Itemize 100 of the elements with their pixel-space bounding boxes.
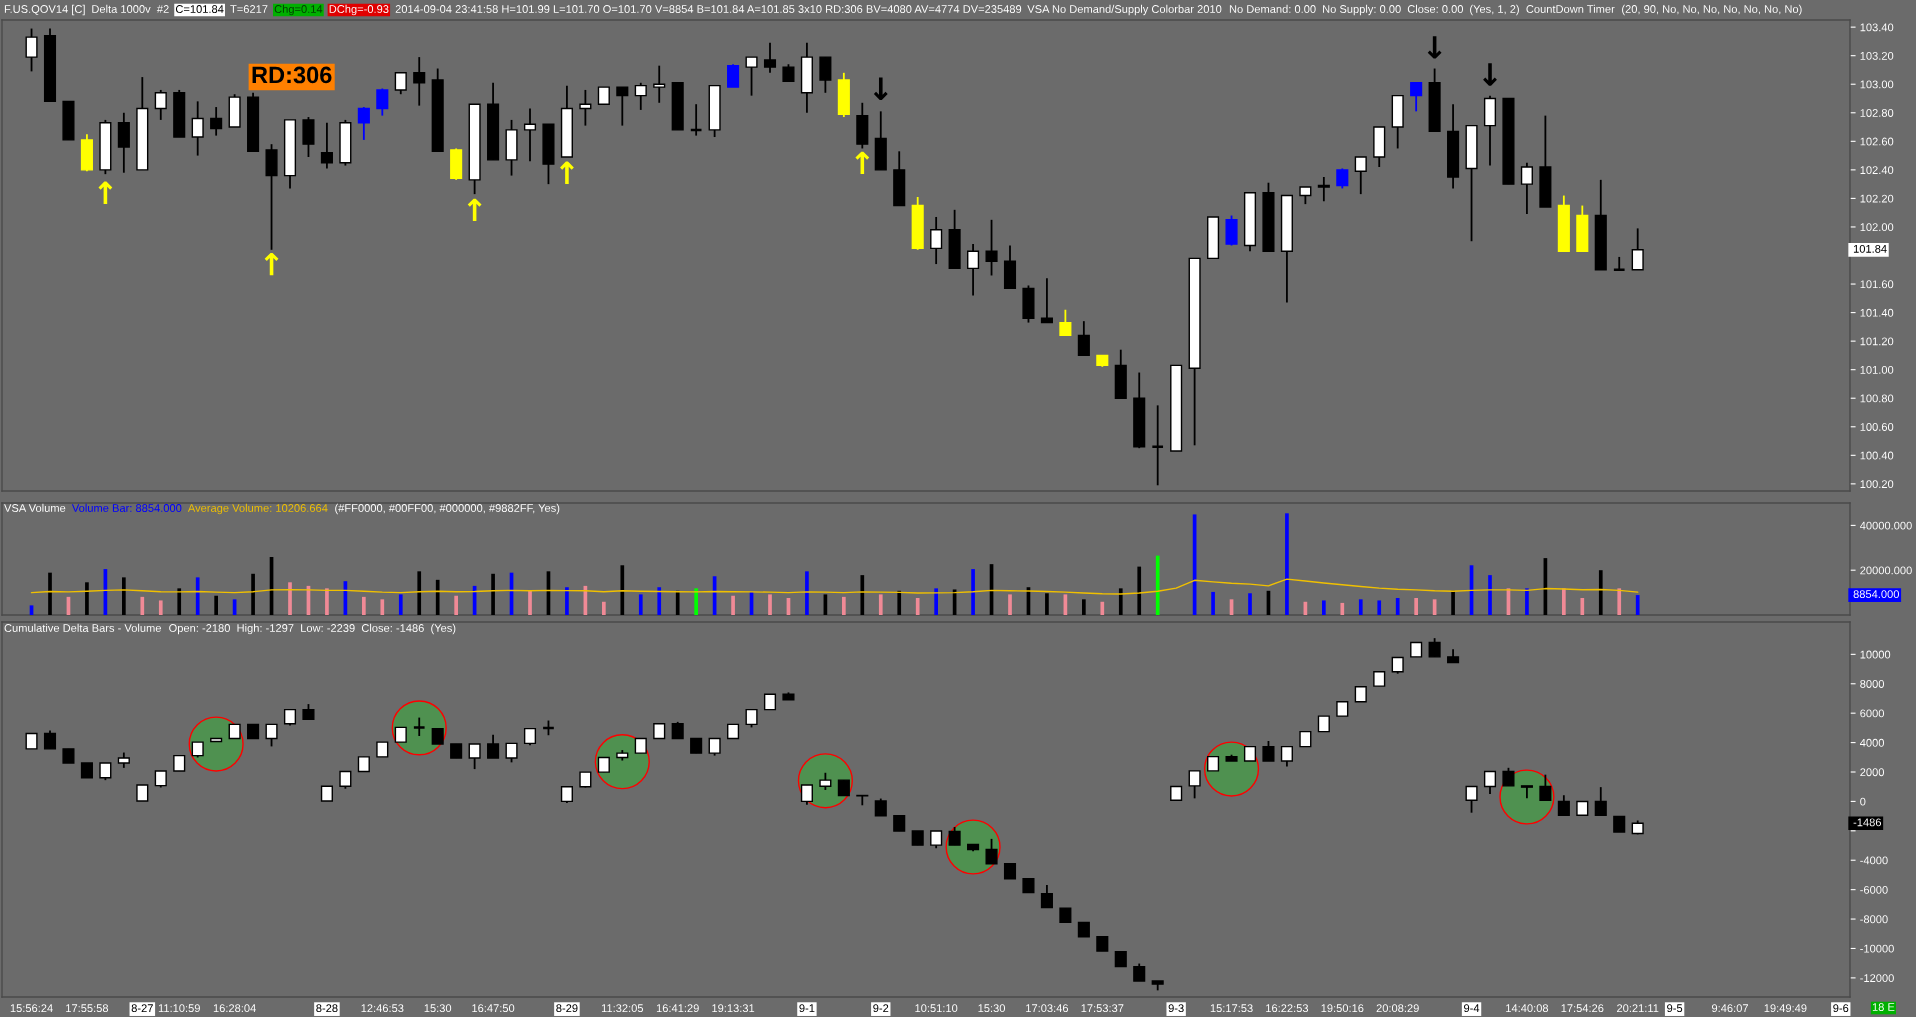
bar — [1562, 588, 1566, 615]
candlestick — [487, 733, 500, 759]
bar — [398, 594, 403, 615]
bar — [435, 579, 440, 615]
bar — [380, 599, 385, 615]
y-tick-label: 8000 — [1860, 680, 1885, 688]
y-tick-label: 103.20 — [1860, 51, 1894, 60]
candlestick — [1354, 156, 1367, 196]
bar — [1100, 601, 1105, 615]
candlestick — [745, 56, 758, 97]
y-tick-label: 40000.000 — [1859, 521, 1912, 530]
text: #2 — [156, 5, 169, 13]
x-tick-label: 15:30 — [978, 1004, 1006, 1013]
candlestick — [653, 64, 666, 104]
bar — [85, 582, 89, 615]
candlestick — [412, 716, 426, 737]
y-tick-label: 102.40 — [1860, 166, 1894, 174]
x-tick-label: 15:30 — [424, 1004, 452, 1013]
bar — [140, 596, 145, 615]
candlestick — [1502, 766, 1515, 787]
x-tick-label: 9-5 — [1667, 1004, 1683, 1013]
bar — [860, 575, 865, 615]
y-tick-label: -8000 — [1860, 915, 1888, 924]
y-tick-label: 102.80 — [1860, 109, 1894, 117]
annotation: 101.84 — [1853, 244, 1887, 253]
bar — [1414, 597, 1418, 615]
y-tick-label: 102.00 — [1860, 223, 1894, 232]
x-tick-label: 11:10:59 — [158, 1004, 200, 1013]
bar — [915, 597, 920, 615]
bar — [971, 569, 975, 615]
chart-title: F.US.QOV14 [C] — [4, 4, 85, 16]
bar — [897, 590, 902, 615]
y-tick-label: 103.40 — [1860, 23, 1894, 32]
candlestick — [1631, 227, 1644, 271]
text: (20, 90, No, No, No, No, No, No, No) — [1622, 4, 1802, 16]
x-tick-label: 9-2 — [873, 1004, 889, 1013]
text: 2014-09-04 23:41:58 H=101.99 L=101.70 O=101.70 V=8854 B=101.84 A=101.85 3x10 RD:306 BV=4080 AV=4774 DV=235489 — [395, 5, 1022, 13]
y-tick-label: 100.80 — [1860, 394, 1894, 403]
candlestick — [1188, 770, 1201, 800]
x-tick-label: 17:03:46 — [1026, 1004, 1069, 1013]
candlestick — [376, 87, 389, 117]
bar — [805, 571, 809, 615]
bar — [491, 573, 495, 615]
candlestick — [689, 103, 703, 137]
bar — [1580, 597, 1585, 615]
annotation: -1486 — [1853, 818, 1882, 827]
text: Chg=0.14 — [274, 4, 323, 16]
bar — [1118, 588, 1123, 615]
annotation: Open: -2180 High: -1297 Low: -2239 Close: -1486 (Yes) — [169, 623, 456, 635]
candlestick — [616, 86, 629, 127]
bar — [1322, 600, 1326, 615]
x-tick-label: 9-6 — [1833, 1004, 1849, 1013]
annotation: ↑ — [98, 181, 113, 204]
bar — [362, 596, 366, 615]
chart-title: VSA Volume — [4, 503, 66, 512]
candlestick — [413, 56, 426, 107]
x-tick-label: 15:56:24 — [10, 1004, 53, 1013]
text: Average Volume: 10206.664 — [187, 503, 328, 515]
x-tick-label: 9:46:07 — [1711, 1004, 1748, 1013]
text: Close: 0.00 — [1407, 4, 1464, 13]
candlestick — [1594, 786, 1607, 817]
bar — [565, 587, 569, 615]
candlestick — [1557, 794, 1570, 817]
bar — [1488, 575, 1492, 615]
bar — [1082, 599, 1086, 615]
bar — [1137, 566, 1142, 615]
bar — [177, 588, 182, 615]
x-tick-label: 8-27 — [131, 1004, 153, 1013]
annotation: RD:306 — [252, 66, 332, 84]
bar — [251, 573, 255, 615]
candlestick — [763, 41, 777, 74]
candlestick — [320, 121, 333, 170]
candlestick — [265, 723, 278, 748]
text: T=6217 — [230, 5, 268, 13]
candlestick — [930, 216, 943, 265]
candlestick — [523, 107, 537, 163]
candlestick — [985, 837, 998, 865]
line-series — [30, 578, 1639, 595]
annotation: (#FF0000, #00FF00, #000000, #9882FF, Yes) — [335, 503, 560, 515]
bar — [1045, 593, 1049, 615]
text: No Supply: 0.00 — [1323, 4, 1401, 16]
bar — [325, 588, 329, 615]
text: 18 E — [1872, 1003, 1895, 1011]
candlestick — [1428, 637, 1441, 658]
y-tick-label: 2000 — [1860, 768, 1885, 777]
candlestick — [800, 784, 813, 806]
x-tick-label: 8-28 — [316, 1004, 338, 1013]
candlestick — [210, 106, 223, 137]
candlestick — [1410, 81, 1423, 113]
bar — [768, 594, 772, 615]
text: CountDown Timer — [1526, 4, 1615, 13]
bar — [288, 582, 292, 615]
bar — [657, 587, 662, 615]
bar — [731, 595, 735, 615]
annotation: ↓ — [873, 77, 888, 100]
bar — [694, 588, 698, 615]
y-tick-label: -6000 — [1860, 885, 1888, 894]
x-tick-label: 17:53:37 — [1081, 1004, 1124, 1013]
x-tick-label: 9-1 — [799, 1004, 815, 1013]
x-tick-label: 16:47:50 — [472, 1004, 515, 1013]
